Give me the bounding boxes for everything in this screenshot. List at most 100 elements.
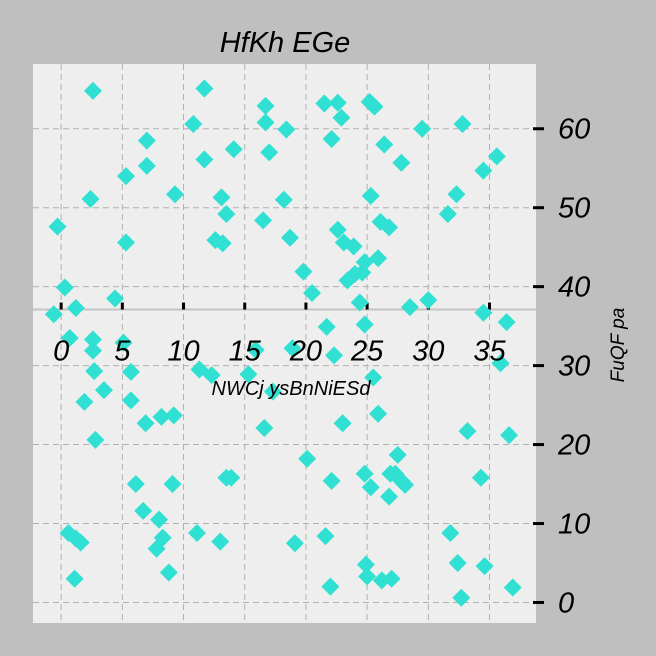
x-tick-label: 20 bbox=[289, 336, 322, 368]
scatter-point bbox=[491, 354, 510, 373]
scatter-point bbox=[285, 534, 304, 553]
scatter-point bbox=[126, 475, 145, 494]
scatter-point bbox=[163, 475, 182, 494]
scatter-point bbox=[303, 283, 322, 302]
scatter-point bbox=[448, 553, 467, 572]
scatter-point bbox=[380, 218, 399, 237]
scatter-point bbox=[369, 404, 388, 423]
y-tick-label: 10 bbox=[558, 509, 590, 541]
scatter-point bbox=[392, 153, 411, 172]
scatter-point bbox=[83, 330, 102, 349]
y-axis-label: FuQF pa bbox=[608, 308, 629, 383]
scatter-point bbox=[246, 340, 265, 359]
scatter-point bbox=[281, 228, 300, 247]
y-tick-label: 0 bbox=[558, 587, 574, 619]
scatter-point bbox=[322, 130, 341, 149]
scatter-point bbox=[325, 346, 344, 365]
scatter-point bbox=[136, 414, 155, 433]
scatter-point bbox=[438, 205, 457, 224]
scatter-point bbox=[211, 532, 230, 551]
scatter-point bbox=[298, 449, 317, 468]
scatter-point bbox=[356, 555, 375, 574]
scatter-point bbox=[274, 190, 293, 209]
scatter-point bbox=[85, 362, 104, 381]
scatter-point bbox=[361, 478, 380, 497]
scatter-point bbox=[283, 339, 302, 358]
scatter-point bbox=[441, 523, 460, 542]
scatter-point bbox=[369, 249, 388, 268]
scatter-point bbox=[364, 368, 383, 387]
scatter-point bbox=[452, 588, 471, 607]
scatter-point bbox=[60, 328, 79, 347]
scatter-point bbox=[184, 115, 203, 134]
scatter-point bbox=[195, 150, 214, 169]
scatter-point bbox=[365, 97, 384, 116]
scatter-point bbox=[474, 303, 493, 322]
scatter-point bbox=[117, 233, 136, 252]
scatter-point bbox=[344, 237, 363, 256]
scatter-point bbox=[213, 234, 232, 253]
chart-title: HfKh EGe bbox=[220, 27, 351, 59]
scatter-point bbox=[222, 468, 241, 487]
scatter-point bbox=[254, 211, 273, 230]
axes bbox=[33, 127, 544, 604]
scatter-point bbox=[256, 96, 275, 115]
scatter-point bbox=[475, 557, 494, 576]
y-tick-label: 50 bbox=[558, 193, 590, 225]
scatter-point bbox=[355, 464, 374, 483]
plot-area bbox=[33, 64, 536, 623]
scatter-point bbox=[487, 147, 506, 166]
scatter-point bbox=[75, 392, 94, 411]
scatter-point bbox=[316, 527, 335, 546]
scatter-point bbox=[81, 190, 100, 209]
scatter-point bbox=[195, 79, 214, 98]
scatter-point bbox=[315, 94, 334, 113]
scatter-point bbox=[44, 305, 63, 324]
scatter-point bbox=[503, 578, 522, 597]
scatter-point bbox=[153, 528, 172, 547]
scatter-point bbox=[263, 382, 282, 401]
scatter-point bbox=[217, 205, 236, 224]
scatter-point bbox=[212, 188, 231, 207]
scatter-point bbox=[453, 115, 472, 134]
scatter-point bbox=[105, 289, 124, 308]
scatter-point bbox=[353, 263, 372, 282]
scatter-point bbox=[458, 422, 477, 441]
scatter-point bbox=[358, 567, 377, 586]
scatter-point bbox=[400, 298, 419, 317]
scatter-point bbox=[333, 414, 352, 433]
scatter-point bbox=[350, 293, 369, 312]
scatter-point bbox=[94, 381, 113, 400]
scatter-point bbox=[83, 341, 102, 360]
scatter-point bbox=[159, 563, 178, 582]
scatter-point bbox=[114, 333, 133, 352]
scatter-point bbox=[497, 313, 516, 332]
scatter-point bbox=[86, 430, 105, 449]
scatter-point bbox=[355, 315, 374, 334]
scatter-point bbox=[474, 161, 493, 180]
scatter-point bbox=[277, 120, 296, 139]
scatter-point bbox=[447, 185, 466, 204]
y-tick-label: 20 bbox=[557, 430, 590, 462]
scatter-point bbox=[375, 135, 394, 154]
scatter-point bbox=[137, 131, 156, 150]
scatter-point bbox=[419, 291, 438, 310]
scatter-point bbox=[321, 577, 340, 596]
scatter-point bbox=[396, 475, 415, 494]
scatter-point bbox=[121, 362, 140, 381]
scatter-point bbox=[150, 510, 169, 529]
y-tick-label: 60 bbox=[558, 114, 590, 146]
scatter-point bbox=[317, 317, 336, 336]
scatter-point bbox=[322, 471, 341, 490]
x-tick-label: 10 bbox=[167, 336, 199, 368]
scatter-point bbox=[361, 186, 380, 205]
x-tick-label: 0 bbox=[53, 336, 69, 368]
x-tick-label: 5 bbox=[114, 336, 131, 368]
scatter-point bbox=[152, 407, 171, 426]
scatter-point bbox=[413, 119, 432, 138]
scatter-point bbox=[260, 143, 279, 162]
x-tick-label: 15 bbox=[229, 336, 262, 368]
y-tick-label: 40 bbox=[558, 272, 590, 304]
scatter-point bbox=[382, 569, 401, 588]
